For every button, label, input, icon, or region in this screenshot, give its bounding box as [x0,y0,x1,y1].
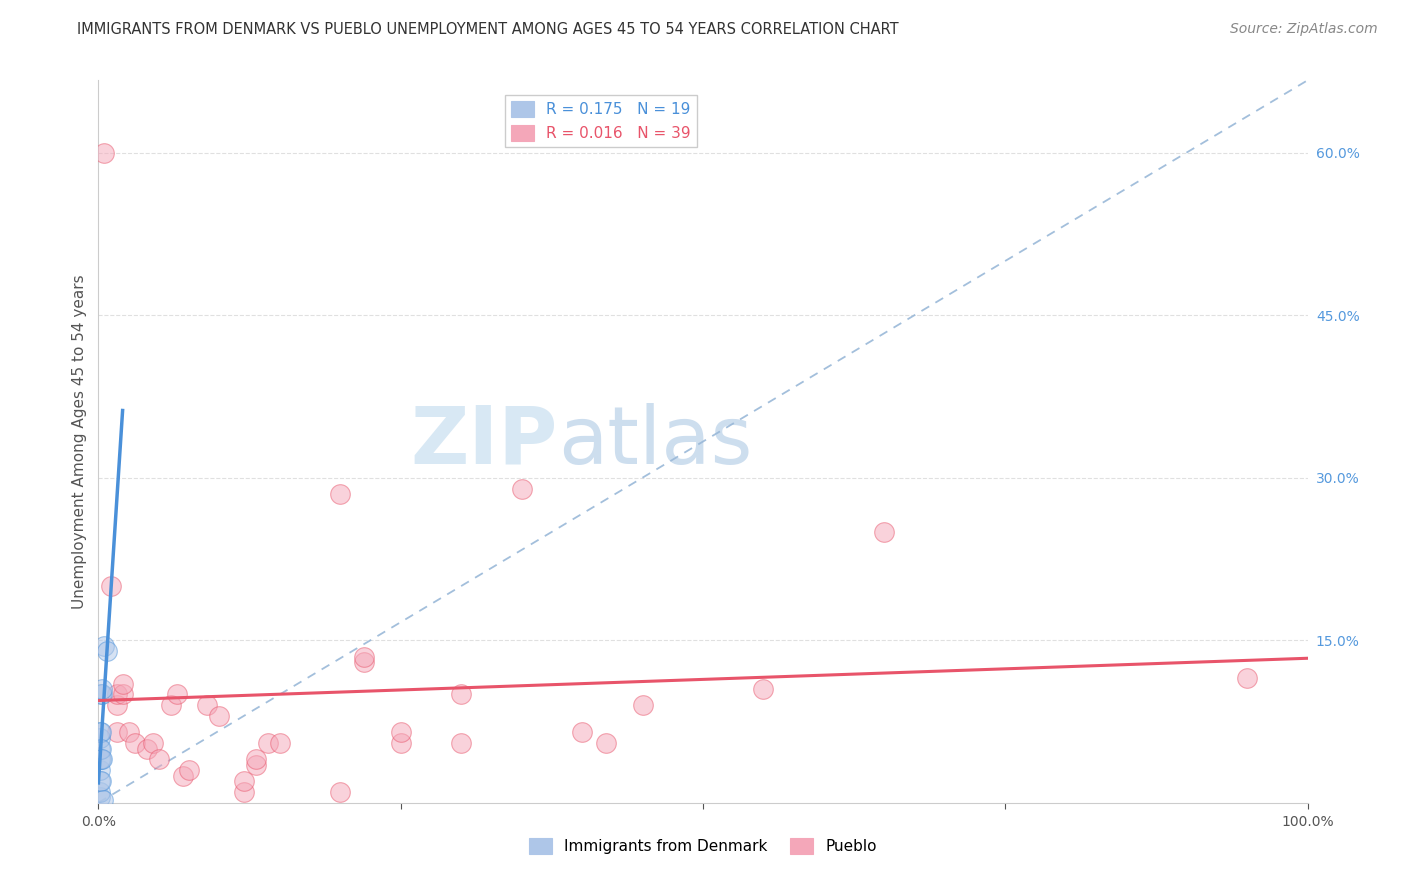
Point [450,688,472,702]
Point [90,741,112,756]
Point [166,688,188,702]
Point [91,752,114,766]
Point [90,752,112,766]
Point [269,736,291,750]
Point [135,741,157,756]
Point [89,774,111,789]
Point [510,482,533,496]
Point [105,725,128,739]
Text: atlas: atlas [558,402,752,481]
Point [90,688,112,702]
Point [90,774,112,789]
Point [124,736,146,750]
Point [208,709,231,723]
Point [91,681,114,696]
Point [91,688,114,702]
Point [353,649,375,664]
Y-axis label: Unemployment Among Ages 45 to 54 years: Unemployment Among Ages 45 to 54 years [72,274,87,609]
Point [389,736,412,750]
Point [93,145,115,160]
Point [91,792,114,806]
Point [353,655,375,669]
Point [245,757,267,772]
Text: ZIP: ZIP [411,402,558,481]
Point [172,769,194,783]
Point [148,752,170,766]
Point [89,764,111,778]
Point [595,736,617,750]
Point [90,725,112,739]
Point [89,725,111,739]
Point [1236,671,1258,685]
Legend: Immigrants from Denmark, Pueblo: Immigrants from Denmark, Pueblo [523,832,883,860]
Point [89,741,111,756]
Point [111,688,134,702]
Text: Source: ZipAtlas.com: Source: ZipAtlas.com [1230,22,1378,37]
Point [105,688,128,702]
Point [873,524,896,539]
Point [89,731,111,745]
Point [89,752,111,766]
Point [752,681,775,696]
Point [105,698,128,713]
Point [631,698,654,713]
Point [232,774,254,789]
Point [111,676,134,690]
Point [100,579,122,593]
Point [389,725,412,739]
Point [571,725,593,739]
Point [179,764,201,778]
Point [256,736,278,750]
Text: IMMIGRANTS FROM DENMARK VS PUEBLO UNEMPLOYMENT AMONG AGES 45 TO 54 YEARS CORRELA: IMMIGRANTS FROM DENMARK VS PUEBLO UNEMPL… [77,22,898,37]
Point [195,698,218,713]
Point [142,736,165,750]
Point [89,790,111,805]
Point [160,698,183,713]
Point [232,785,254,799]
Point [93,639,115,653]
Point [118,725,141,739]
Point [89,785,111,799]
Point [329,785,352,799]
Point [245,752,267,766]
Point [450,736,472,750]
Point [329,487,352,501]
Point [96,644,118,658]
